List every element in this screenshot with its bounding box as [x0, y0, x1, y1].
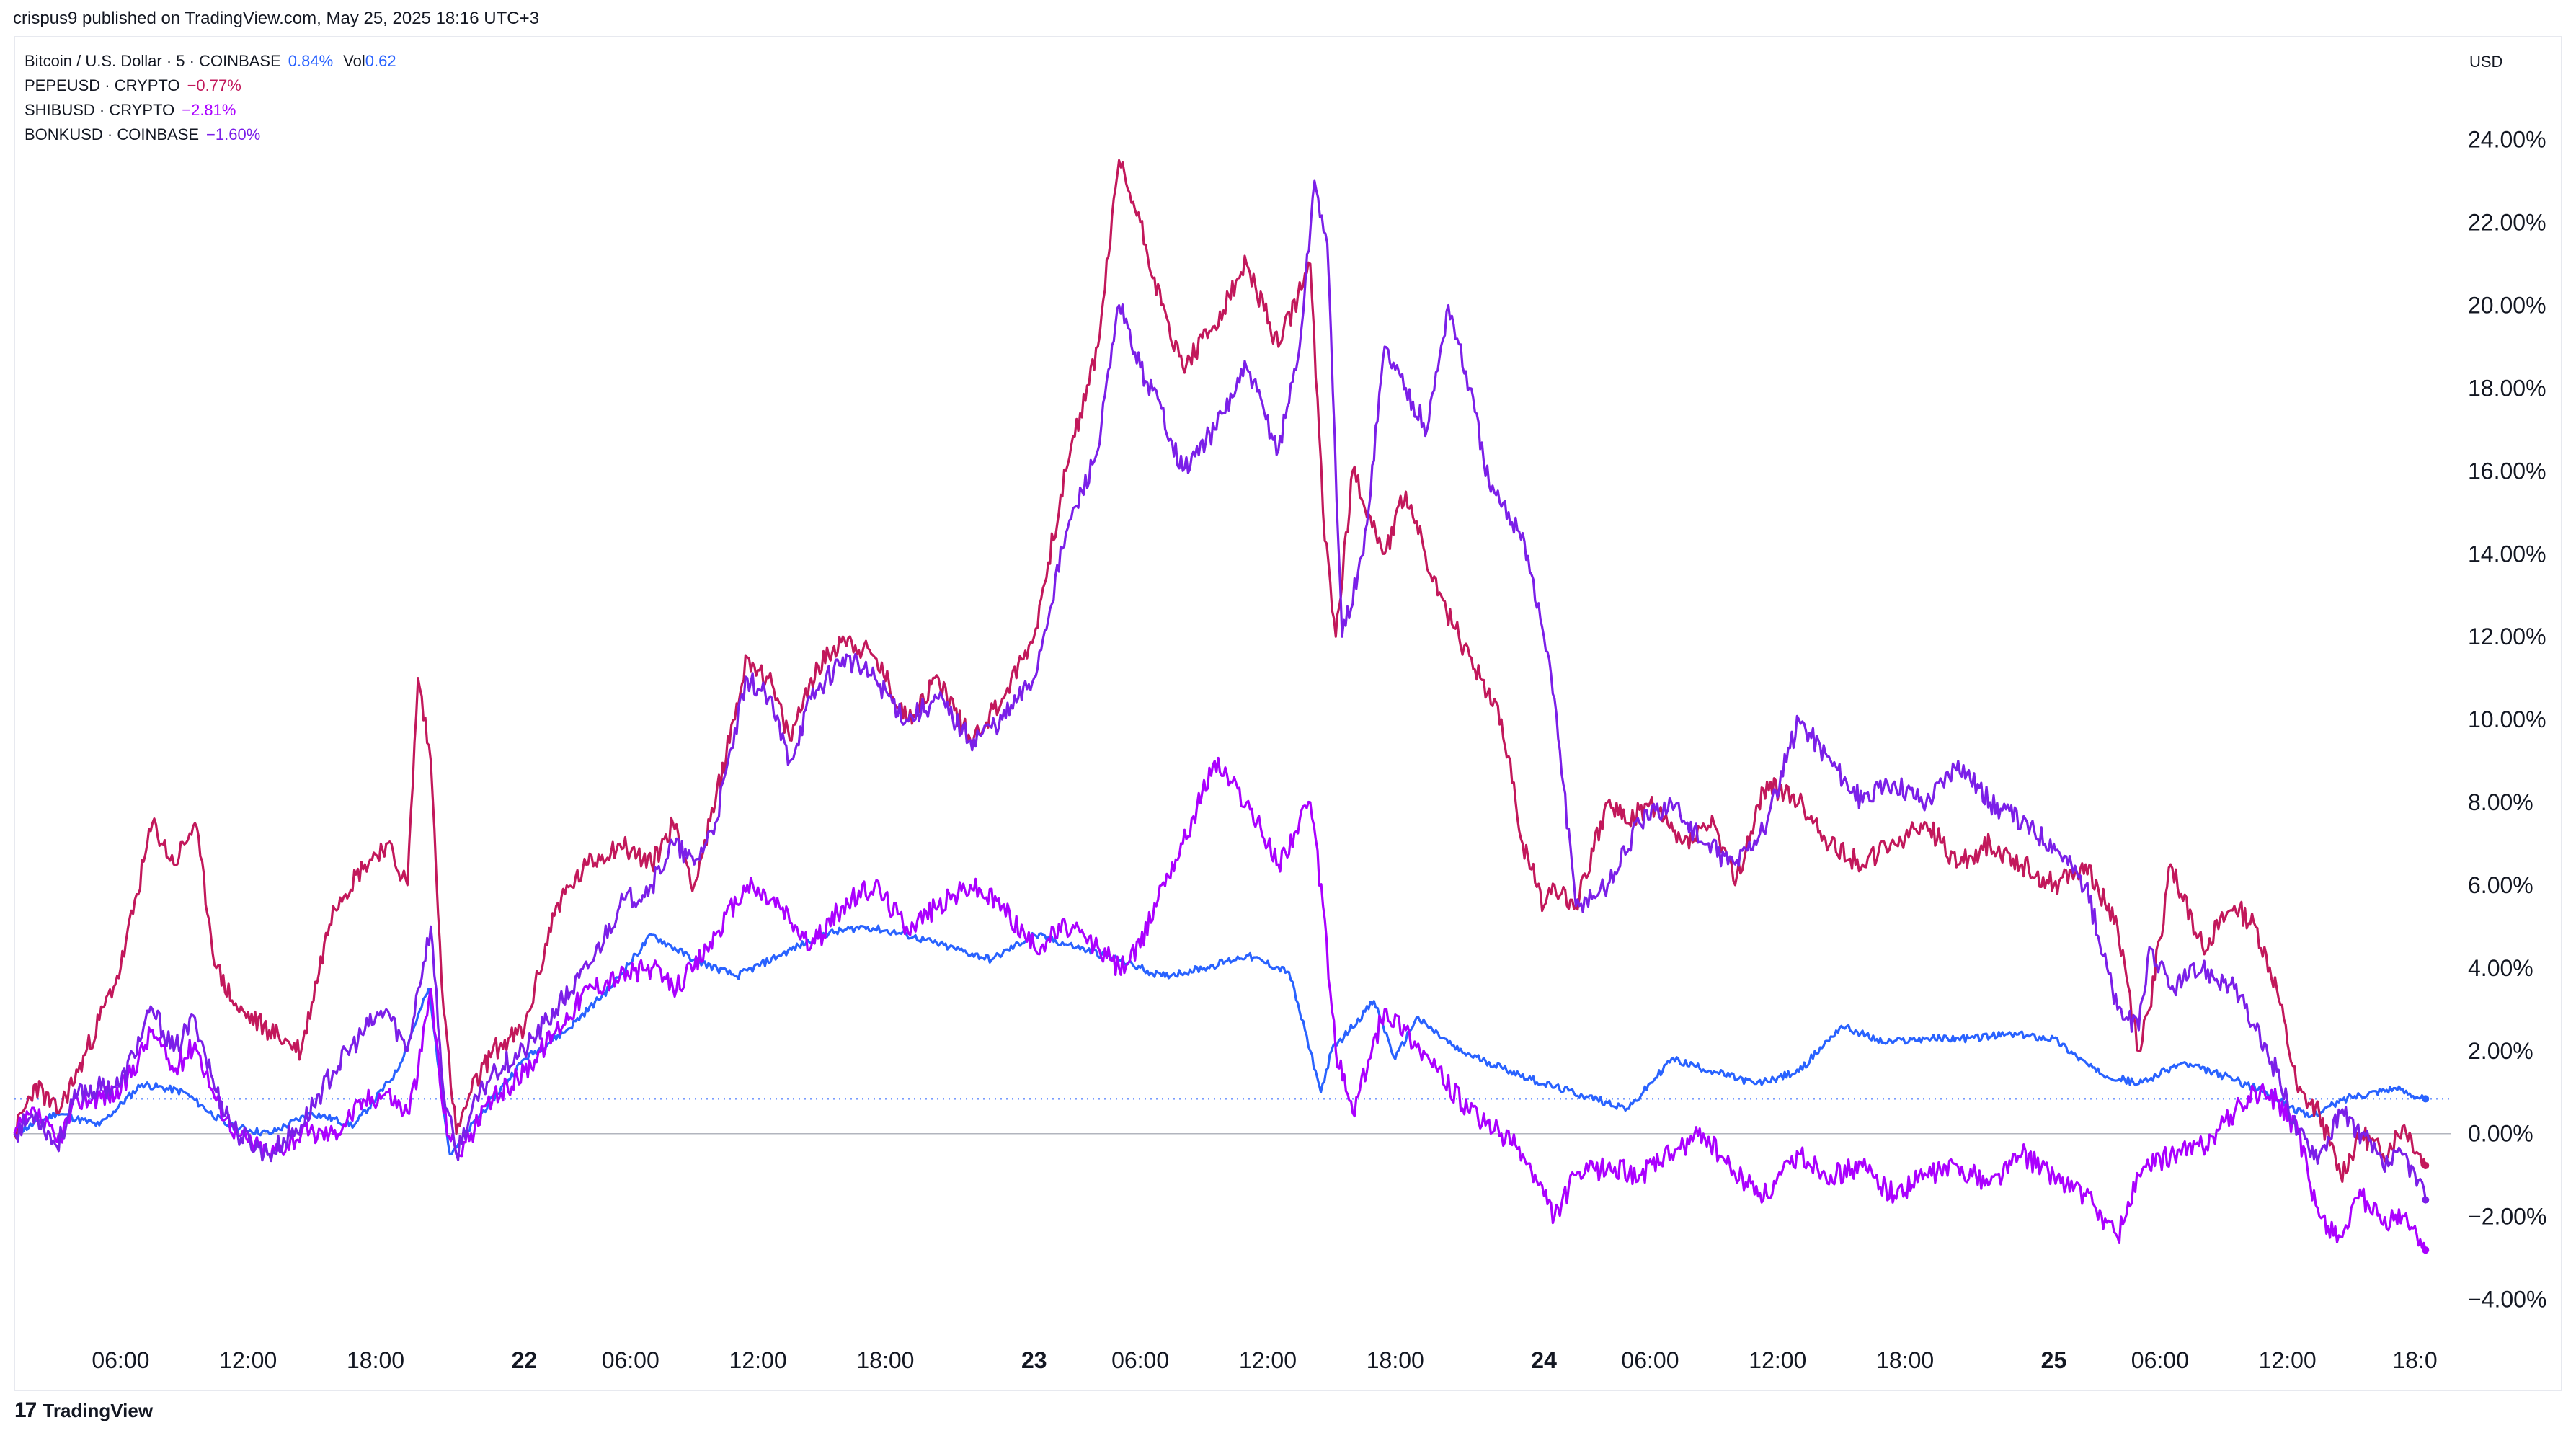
legend-series-name: SHIBUSD · CRYPTO: [25, 101, 175, 119]
x-tick-label: 12:00: [1749, 1347, 1806, 1373]
y-tick-label: 20.00%: [2468, 292, 2546, 318]
series-line-shibusd: [13, 756, 2427, 1251]
y-tick-label: 10.00%: [2468, 706, 2546, 732]
legend-vol-value: 0.62: [365, 52, 396, 70]
y-tick-label: −4.00%: [2468, 1287, 2546, 1313]
y-tick-label: −2.00%: [2468, 1204, 2546, 1230]
y-tick-label: 4.00%: [2468, 955, 2533, 981]
y-tick-label: 18.00%: [2468, 375, 2546, 401]
x-tick-label: 06:00: [1621, 1347, 1679, 1373]
grid-layer: [14, 1098, 2451, 1135]
x-tick-label: 12:00: [729, 1347, 787, 1373]
y-tick-label: 8.00%: [2468, 789, 2533, 815]
legend-vol-label: Vol: [343, 52, 365, 70]
brand-name: TradingView: [43, 1399, 154, 1421]
x-axis: 06:00 12:00 18:00 22 06:00 12:00 18:00 23 06:00 1…: [92, 1347, 2437, 1373]
y-tick-label: 14.00%: [2468, 541, 2546, 567]
legend-row-bonk[interactable]: BONKUSD · COINBASE −1.60%: [25, 123, 396, 147]
series-line-pepeusd: [13, 159, 2427, 1184]
series-layer: [13, 159, 2430, 1254]
x-tick-label: 18:00: [856, 1347, 914, 1373]
x-tick-label: 06:00: [602, 1347, 659, 1373]
series-last-point: [2422, 1196, 2430, 1204]
footer-brand: 17 TradingView: [14, 1398, 153, 1423]
y-tick-label: 12.00%: [2468, 624, 2546, 649]
x-tick-label: 18:00: [347, 1347, 404, 1373]
legend-series-value: −2.81%: [182, 101, 236, 119]
series-legend: Bitcoin / U.S. Dollar · 5 · COINBASE 0.84…: [25, 49, 396, 147]
legend-series-value: −0.77%: [187, 76, 241, 94]
x-tick-label: 18:00: [1876, 1347, 1934, 1373]
legend-series-value: −1.60%: [206, 125, 261, 143]
legend-series-value: 0.84%: [288, 52, 334, 70]
x-tick-label: 12:00: [1239, 1347, 1297, 1373]
legend-series-name: PEPEUSD · CRYPTO: [25, 76, 180, 94]
legend-series-name: BONKUSD · COINBASE: [25, 125, 200, 143]
series-last-point: [2422, 1161, 2430, 1169]
y-tick-label: 0.00%: [2468, 1121, 2533, 1147]
x-tick-label: 22: [512, 1347, 538, 1373]
series-line-bonkusd: [13, 179, 2427, 1200]
x-tick-label: 23: [1021, 1347, 1047, 1373]
y-tick-label: 16.00%: [2468, 458, 2546, 484]
x-tick-label: 12:00: [2259, 1347, 2317, 1373]
y-tick-label: 24.00%: [2468, 127, 2546, 153]
series-last-point: [2422, 1246, 2430, 1254]
x-tick-label: 18:0: [2392, 1347, 2437, 1373]
y-tick-label: 22.00%: [2468, 210, 2546, 236]
tradingview-logo-icon: 17: [14, 1398, 37, 1422]
x-tick-label: 06:00: [1111, 1347, 1169, 1373]
y-axis: 26.00%24.00%22.00%20.00%18.00%16.00%14.0…: [2468, 44, 2546, 1313]
legend-row-shib[interactable]: SHIBUSD · CRYPTO −2.81%: [25, 98, 396, 123]
x-tick-label: 06:00: [92, 1347, 149, 1373]
x-tick-label: 12:00: [219, 1347, 277, 1373]
publisher-header: crispus9 published on TradingView.com, M…: [13, 9, 539, 28]
series-line-bitcoin: [13, 924, 2427, 1155]
series-last-point: [2422, 1095, 2430, 1103]
y-tick-label: 6.00%: [2468, 872, 2533, 898]
legend-series-name: Bitcoin / U.S. Dollar · 5 · COINBASE: [25, 52, 281, 70]
x-tick-label: 06:00: [2131, 1347, 2189, 1373]
y-tick-label: 2.00%: [2468, 1038, 2533, 1064]
legend-row-btc[interactable]: Bitcoin / U.S. Dollar · 5 · COINBASE 0.84…: [25, 49, 396, 74]
x-tick-label: 24: [1531, 1347, 1557, 1373]
x-tick-label: 25: [2041, 1347, 2067, 1373]
currency-label[interactable]: USD: [2452, 43, 2547, 81]
legend-row-pepe[interactable]: PEPEUSD · CRYPTO −0.77%: [25, 74, 396, 98]
x-tick-label: 18:00: [1367, 1347, 1424, 1373]
